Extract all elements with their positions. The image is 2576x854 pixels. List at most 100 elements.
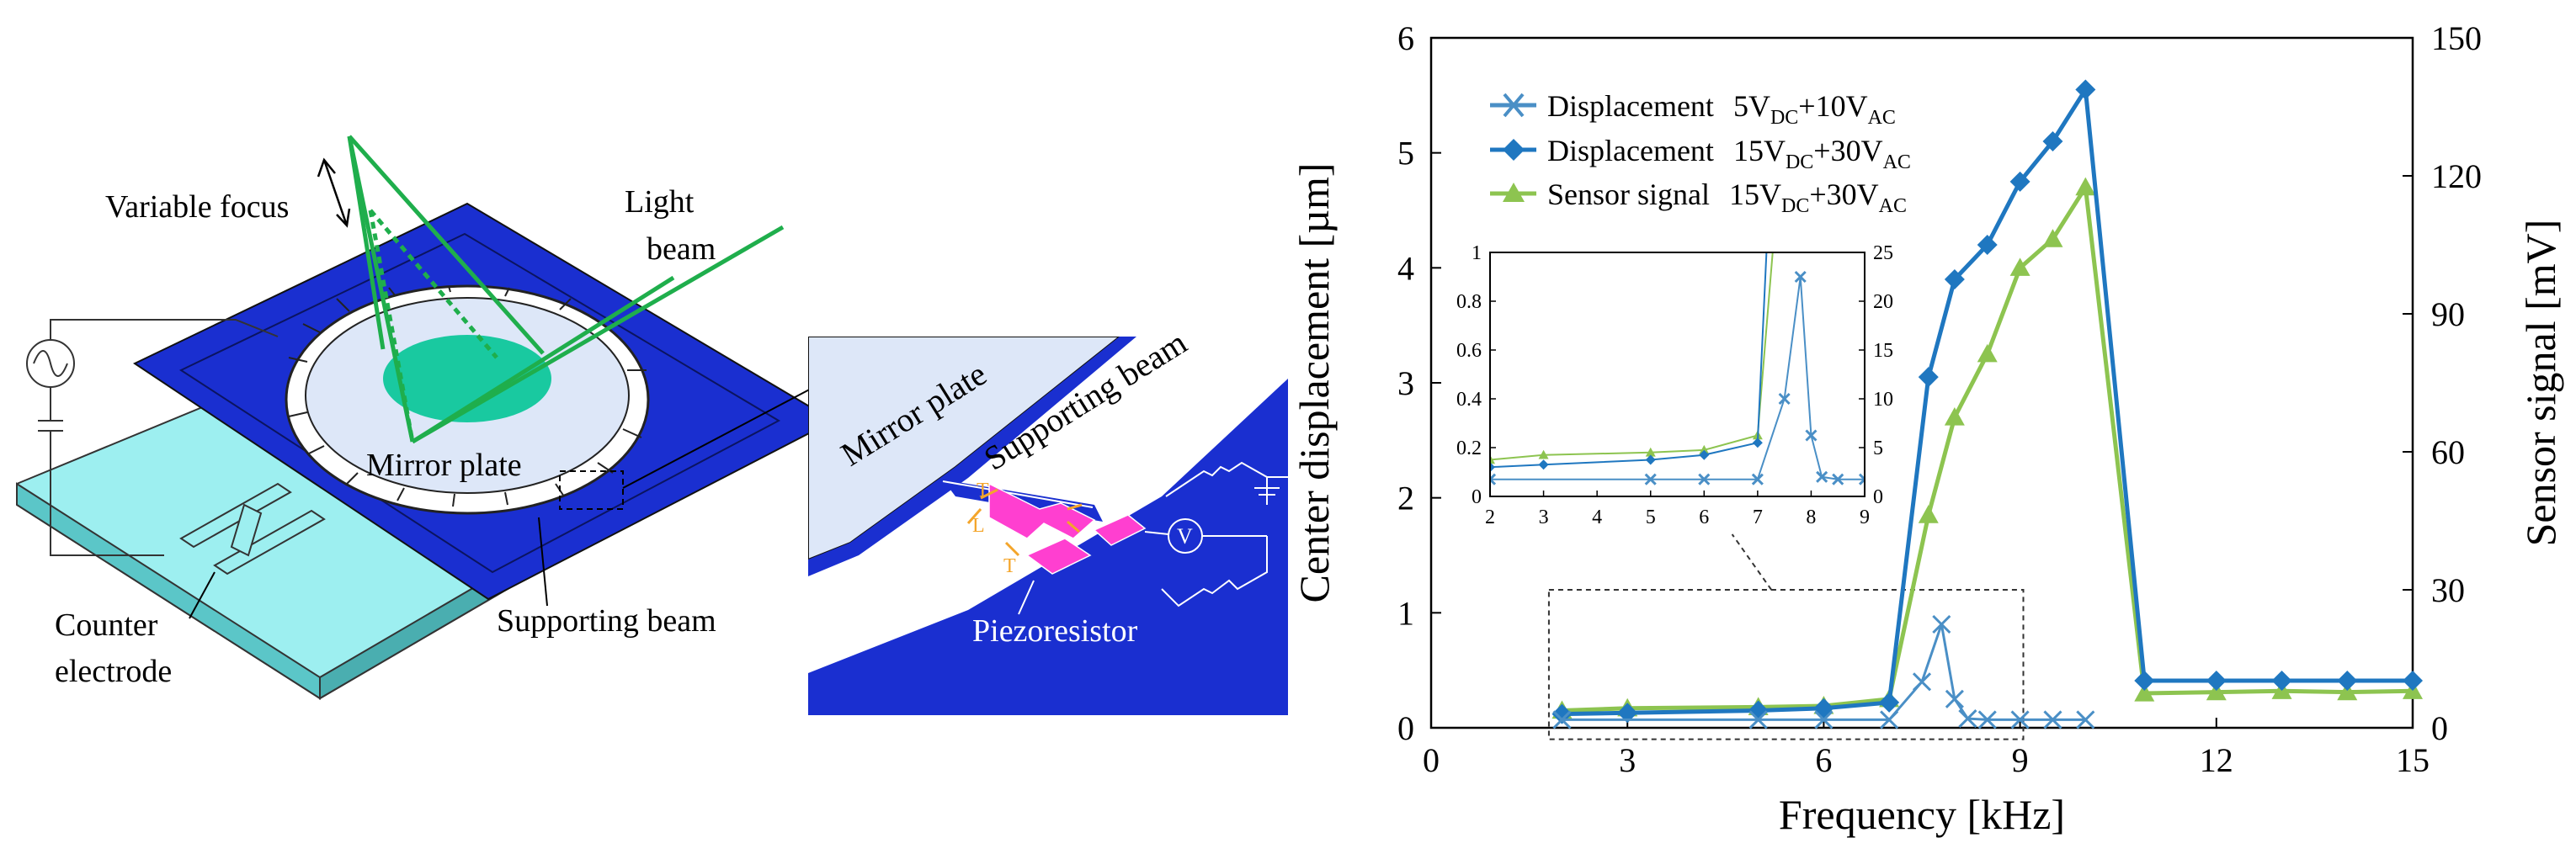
x-tick-label: 3 (1619, 741, 1636, 779)
inset-y-right-tick-label: 10 (1873, 389, 1893, 411)
series-1-point (2010, 710, 2030, 729)
legend-2-volt1: 15V (1733, 134, 1786, 167)
inset-series-2-point (1490, 462, 1495, 473)
series-1-point (1880, 710, 1899, 729)
y-left-tick-label: 6 (1397, 19, 1414, 57)
strain-arrows (966, 488, 1083, 557)
inset-series-1 (1490, 270, 1865, 485)
inset-series-1-point-stroke (1490, 473, 1497, 481)
y-right-tick-label: 60 (2431, 433, 2465, 471)
focus-arrow-icon (317, 157, 351, 228)
series-1-point-stroke (2076, 710, 2095, 729)
electrode-label-text: electrode (55, 654, 172, 689)
series-3-point (1944, 407, 1965, 426)
series-2-point (1813, 698, 1834, 719)
inset-y-left-tick-label: 0 (1472, 486, 1482, 508)
inset-series-1-point-stroke (1778, 392, 1791, 406)
inset-series-1-point (1832, 473, 1844, 485)
y-left-tick-label: 3 (1397, 364, 1414, 402)
legend-1-sub1: DC (1770, 107, 1798, 129)
axis-ticks (1430, 37, 2414, 729)
series-3-point (1977, 343, 1998, 363)
inset-series-3-point (1699, 444, 1710, 454)
series-2-point (1944, 269, 1965, 289)
inset-series-2-point (1752, 438, 1763, 448)
x-tick-label: 12 (2200, 741, 2233, 779)
series-1-point (1912, 672, 1932, 692)
legend-3-sub1: DC (1781, 195, 1809, 217)
inset-series-1-point (1698, 473, 1711, 485)
y-right-tick-label: 0 (2431, 709, 2448, 747)
legend-1-volt2: +10V (1798, 89, 1867, 123)
detail-piezoresistor-label: Piezoresistor (972, 613, 1138, 649)
inset-series-3-line (1490, 252, 1774, 461)
variable-focus-label: Variable focus (105, 189, 289, 225)
series-2-point (2337, 670, 2358, 691)
series-2-point (1918, 367, 1939, 388)
inset-series (1490, 252, 1865, 485)
inset-series-3-point (1645, 447, 1656, 457)
inset-series-1-point-stroke (1698, 473, 1711, 485)
series-3-point (2075, 177, 2096, 196)
inset-y-left-tick-label: 1 (1472, 242, 1482, 264)
series-2-point (1617, 703, 1638, 724)
inset-series-1-point-stroke (1858, 477, 1865, 485)
y-right-tick-label: 90 (2431, 295, 2465, 333)
series-1-point-stroke (2010, 710, 2030, 729)
inset-x-tick-label: 6 (1699, 507, 1709, 528)
legend-3-sub2: AC (1879, 195, 1907, 217)
inset-series-2-point (1699, 449, 1710, 460)
inset-series-1-point (1490, 473, 1497, 485)
series-2-point (1748, 700, 1769, 721)
inset-series-1-point (1778, 392, 1791, 406)
zoom-region-box (1547, 589, 2025, 740)
inset-series-3-point (1490, 454, 1495, 464)
inset-series-3-point (1538, 449, 1549, 459)
x-tick-label: 9 (2012, 741, 2029, 779)
inset-y-left-tick-label: 0.8 (1456, 291, 1482, 313)
inset-series-1-point (1805, 429, 1818, 442)
device-diagram: Variable focus Light beam Mirror plate S… (16, 135, 847, 700)
legend-3-main: Sensor signal (1547, 178, 1710, 211)
legend-item-2: Displacement 15VDC+30VAC (1490, 134, 1911, 173)
y-left-tick-label: 1 (1397, 594, 1414, 632)
inset-series-1-point-stroke (1816, 470, 1828, 483)
y-left-tick-label: 4 (1397, 249, 1414, 287)
inset-series-1-point (1794, 270, 1807, 284)
counter-electrode (179, 482, 326, 576)
series-1-point (1977, 710, 1997, 729)
inset-series-2 (1490, 252, 1768, 473)
x-axis-title: Frequency [kHz] (1779, 791, 2065, 838)
y-right-tick-label: 30 (2431, 571, 2465, 609)
series-1-point (1552, 710, 1572, 729)
series-1-point-stroke (1552, 710, 1572, 729)
legend-1-volt1: 5V (1733, 89, 1770, 123)
series-1-point (1945, 689, 1964, 708)
series-2-point (2134, 670, 2155, 691)
series-1-point (2076, 710, 2095, 729)
inset-series-1-point-stroke (1490, 477, 1497, 485)
x-tick-label: 6 (1815, 741, 1832, 779)
inset-series-1-line (1490, 276, 1865, 480)
series-2-point (2042, 131, 2063, 151)
legend-item-1: Displacement 5VDC+10VAC (1490, 89, 1896, 129)
detail-circuit (1144, 461, 1288, 607)
series-1-point (1814, 710, 1834, 729)
inset-series-2-line (1490, 252, 1768, 469)
inset-series-1-point (1858, 473, 1865, 485)
detail-mirror-edge (808, 337, 1136, 576)
legend-x-marker-icon (1503, 93, 1525, 118)
series-1-point (1748, 710, 1768, 729)
inset-x-tick-label: 3 (1539, 507, 1549, 528)
inset-y-left-tick-label: 0.4 (1456, 389, 1482, 411)
inset-x-tick-label: 4 (1592, 507, 1602, 528)
series-2-line (1562, 83, 2413, 717)
inset-y-right-tick-label: 25 (1873, 242, 1893, 264)
x-tick-label: 0 (1423, 741, 1440, 779)
series-1 (1552, 614, 2095, 729)
series-1-point (1958, 709, 1977, 729)
inset-series-1-point-stroke (1805, 429, 1818, 442)
light-spot (383, 335, 551, 422)
